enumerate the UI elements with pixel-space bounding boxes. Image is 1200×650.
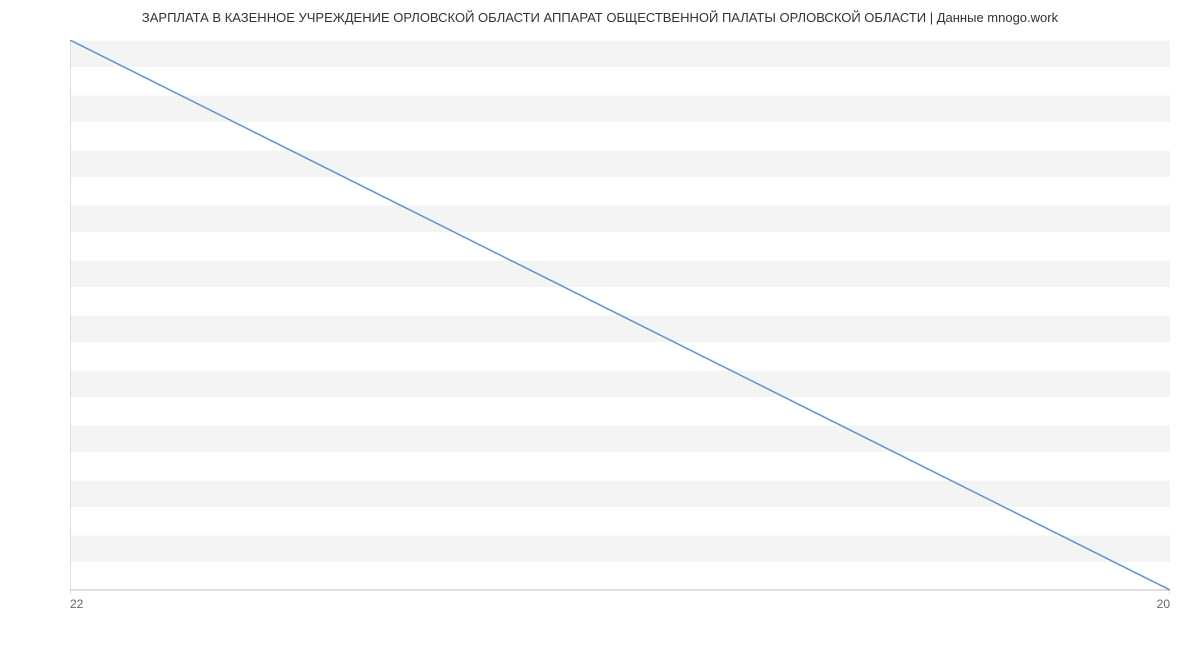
grid-band	[70, 260, 1170, 288]
grid-band	[70, 535, 1170, 563]
grid-band	[70, 205, 1170, 233]
grid-band	[70, 425, 1170, 453]
chart-container: ЗАРПЛАТА В КАЗЕННОЕ УЧРЕЖДЕНИЕ ОРЛОВСКОЙ…	[0, 0, 1200, 650]
grid-band	[70, 150, 1170, 178]
x-tick-label: 2022	[70, 597, 84, 611]
plot-area: 3100031200314003160031800320003220032400…	[70, 40, 1170, 590]
chart-title: ЗАРПЛАТА В КАЗЕННОЕ УЧРЕЖДЕНИЕ ОРЛОВСКОЙ…	[0, 10, 1200, 25]
grid-band	[70, 40, 1170, 68]
grid-band	[70, 95, 1170, 123]
x-tick-label: 2024	[1157, 597, 1170, 611]
grid-band	[70, 315, 1170, 343]
grid-band	[70, 480, 1170, 508]
grid-band	[70, 370, 1170, 398]
chart-svg: 3100031200314003160031800320003220032400…	[70, 40, 1170, 630]
